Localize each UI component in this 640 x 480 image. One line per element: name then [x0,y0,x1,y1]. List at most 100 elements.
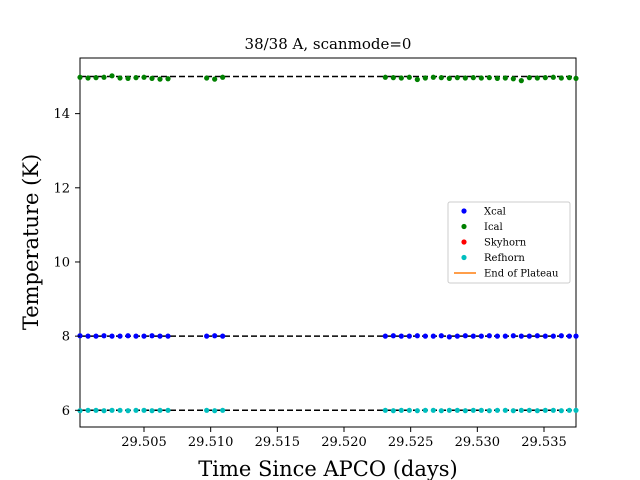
x-tick-label: 29.520 [321,435,367,450]
x-axis-label: Time Since APCO (days) [198,457,457,480]
data-point [157,76,163,82]
data-point [382,74,388,80]
data-point [502,407,508,413]
data-point [438,75,444,81]
data-point [133,333,139,339]
data-point [109,333,115,339]
data-point [542,333,548,339]
chart-title: 38/38 A, scanmode=0 [245,35,412,53]
data-point [406,333,412,339]
data-point [149,408,155,414]
data-point [446,75,452,81]
y-tick-label: 14 [53,107,70,122]
data-point [462,333,468,339]
y-axis: 6 8 10 12 14 [53,107,80,419]
data-point [398,75,404,81]
legend-label: Ical [484,222,503,233]
data-point [414,408,420,414]
data-point [486,408,492,414]
data-point [510,76,516,82]
data-point [117,333,123,339]
data-point [382,407,388,413]
legend-dot-swatch [461,239,467,245]
legend-dot-swatch [461,223,467,230]
y-axis-label: Temperature (K) [19,154,43,330]
data-point [430,407,436,413]
data-point [109,407,115,413]
legend-item: Skyhorn [461,238,527,249]
data-point [406,74,412,80]
data-point [470,333,476,339]
data-point [470,75,476,81]
data-point [422,75,428,81]
data-point [422,407,428,413]
x-tick-label: 29.515 [255,435,301,450]
data-point [566,75,572,81]
data-point [573,407,579,413]
data-point [534,75,540,81]
data-point [510,408,516,414]
data-point [125,75,131,81]
data-point [165,76,171,82]
data-point [422,333,428,339]
series-ical [77,73,579,84]
data-point [558,75,564,81]
data-point [526,407,532,413]
data-point [390,333,396,339]
data-point [454,333,460,339]
y-tick-label: 10 [53,255,70,270]
data-point [573,333,579,339]
data-point [438,408,444,414]
data-point [486,333,492,339]
data-point [85,75,91,81]
data-points [77,73,579,414]
data-point [157,407,163,413]
y-tick-label: 8 [62,330,70,345]
data-point [212,408,218,414]
data-point [414,76,420,83]
x-tick-label: 29.530 [455,435,501,450]
data-point [382,333,388,339]
data-point [438,333,444,339]
data-point [542,407,548,413]
data-point [220,74,226,80]
legend-label: Refhorn [484,253,525,264]
data-point [446,334,452,340]
legend-dot-swatch [461,254,467,261]
data-point [526,333,532,339]
data-point [125,333,131,339]
legend-frame [447,201,571,284]
data-point [566,407,572,413]
x-axis: 29.505 29.510 29.515 29.520 29.525 29.530 29.5… [121,427,567,450]
legend-label: Skyhorn [484,238,527,249]
data-point [157,333,163,339]
data-point [502,75,508,81]
data-point [550,74,556,80]
plot-frame [79,57,577,428]
data-point [390,75,396,81]
reference-lines [80,75,576,412]
legend: Xcal Ical Skyhorn Refhorn End of Plateau [447,201,571,284]
x-tick-label: 29.510 [188,435,234,450]
data-point [220,407,226,413]
data-point [454,407,460,413]
data-point [494,333,500,339]
data-point [141,74,147,80]
data-point [518,407,524,413]
data-point [566,333,572,339]
plot-area [77,57,579,428]
data-point [141,333,147,339]
x-tick-label: 29.505 [121,435,167,450]
data-point [85,407,91,413]
data-point [212,76,218,82]
data-point [398,333,404,339]
data-point [220,333,226,339]
data-point [550,333,556,339]
data-point [462,75,468,81]
x-tick-label: 29.525 [388,435,434,450]
data-point [101,74,107,80]
data-point [77,74,83,80]
data-point [398,407,404,413]
series-refhorn [77,407,579,414]
